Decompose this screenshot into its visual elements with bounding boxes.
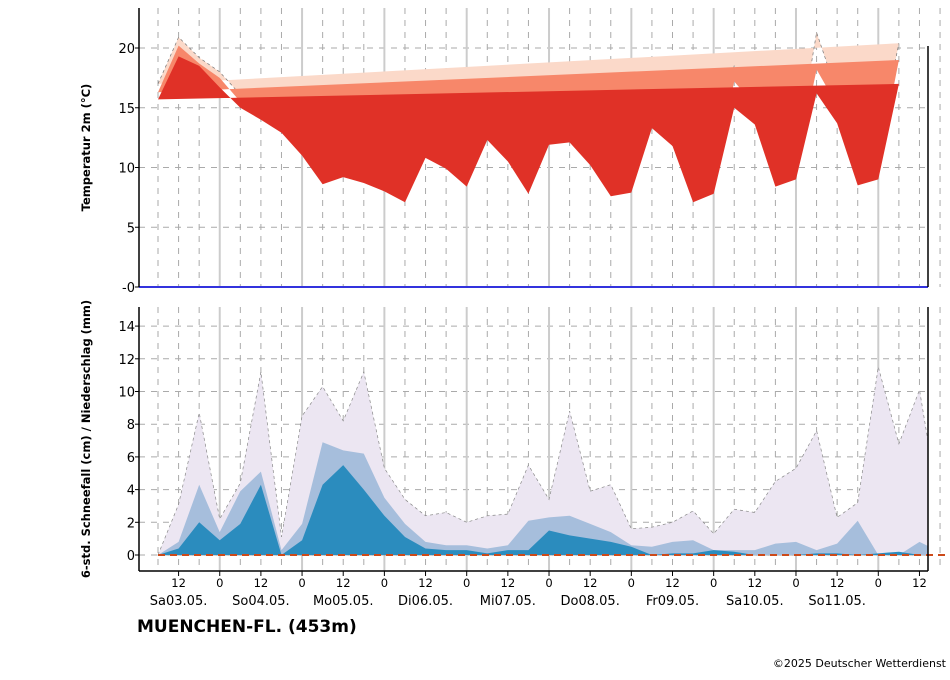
- panel-precipitation: 0 2 4 6 8 10 12 14 6-std. Schneefall (cm) / Nied…: [79, 300, 947, 578]
- y-tick-label: 2: [127, 516, 135, 531]
- precip-band-inner: [158, 465, 928, 555]
- y-axis-label: Temperatur 2m (°C): [79, 84, 93, 212]
- hour-label: 0: [875, 576, 882, 590]
- day-label: Mo05.05.: [313, 594, 374, 609]
- y-tick-label: -0: [122, 281, 135, 296]
- day-label: Di06.05.: [398, 594, 453, 609]
- hour-label: 0: [710, 576, 717, 590]
- hour-label: 12: [254, 576, 269, 590]
- hour-label: 12: [418, 576, 433, 590]
- hour-label: 0: [381, 576, 388, 590]
- y-tick-label: 14: [118, 320, 135, 335]
- hour-label: 12: [665, 576, 680, 590]
- hour-label: 12: [501, 576, 516, 590]
- hour-label: 0: [628, 576, 635, 590]
- day-label: Sa03.05.: [150, 594, 208, 609]
- hour-label: 12: [336, 576, 351, 590]
- bands-temperature: [157, 32, 900, 203]
- day-label: Fr09.05.: [646, 594, 699, 609]
- bands-precipitation: [157, 366, 928, 556]
- y-tick-label: 10: [118, 386, 135, 401]
- day-label: So04.05.: [232, 594, 290, 609]
- panel-temperature: -0 5 10 15 20 Temperatur 2m (°C): [79, 8, 941, 296]
- time-axis: 12 0 12 0 12 0 12 0 12 0 12 0 12 0 12 0 12 0 12 Sa03.05. So0…: [150, 571, 927, 609]
- hour-label: 0: [545, 576, 552, 590]
- y-axis-label: 6-std. Schneefall (cm) / Niederschlag (m…: [79, 300, 93, 578]
- day-label: Sa10.05.: [726, 594, 784, 609]
- hour-label: 12: [747, 576, 762, 590]
- hour-label: 0: [463, 576, 470, 590]
- y-tick-label: 4: [127, 484, 135, 499]
- y-tick-label: 10: [118, 162, 135, 177]
- y-tick-label: 6: [127, 451, 135, 466]
- hour-label: 0: [216, 576, 223, 590]
- y-tick-label: 0: [127, 549, 135, 564]
- hour-label: 0: [298, 576, 305, 590]
- day-label: Do08.05.: [561, 594, 620, 609]
- temp-band-inner: [158, 56, 899, 203]
- hour-label: 12: [912, 576, 927, 590]
- hour-label: 12: [830, 576, 845, 590]
- day-label: So11.05.: [808, 594, 866, 609]
- day-label: Mi07.05.: [480, 594, 536, 609]
- hour-label: 0: [792, 576, 799, 590]
- station-title: MUENCHEN-FL. (453m): [137, 617, 357, 637]
- y-tick-label: 20: [118, 42, 135, 57]
- y-tick-label: 5: [127, 221, 135, 236]
- hour-label: 12: [171, 576, 186, 590]
- y-tick-label: 12: [118, 353, 135, 368]
- y-tick-label: 8: [127, 418, 135, 433]
- y-tick-label: 15: [118, 102, 135, 117]
- copyright-notice: ©2025 Deutscher Wetterdienst: [772, 657, 946, 670]
- hour-label: 12: [583, 576, 598, 590]
